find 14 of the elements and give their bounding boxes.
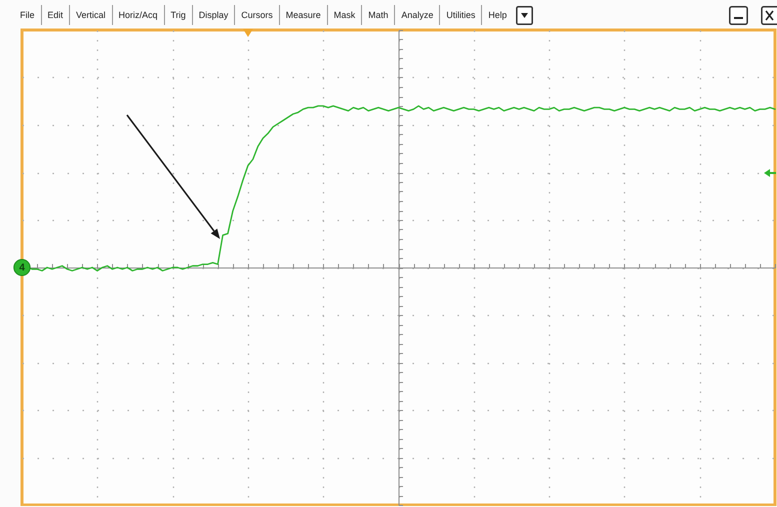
text: Trig	[164, 5, 192, 25]
text: Cursors	[234, 5, 279, 25]
text: Display	[192, 5, 234, 25]
text: Math	[361, 5, 394, 25]
annotation: 4	[19, 262, 26, 274]
text: Utilities	[439, 5, 482, 25]
text: Horiz/Acq	[112, 5, 164, 25]
text: Edit	[40, 5, 70, 25]
text: Vertical	[69, 5, 112, 25]
text: Help	[481, 5, 513, 25]
text: Measure	[278, 5, 327, 25]
text: Analyze	[394, 5, 440, 25]
text: File	[19, 9, 36, 22]
text: Mask	[326, 5, 362, 25]
